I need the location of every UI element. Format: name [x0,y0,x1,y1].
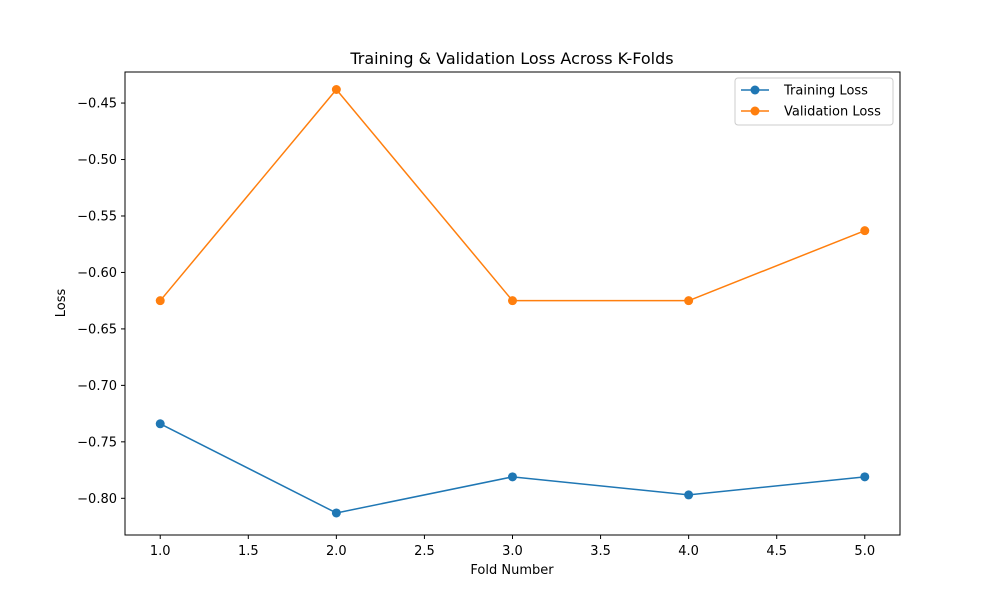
legend-box [734,77,894,126]
training-loss-legend-marker [750,85,760,95]
y-tick-label: −0.70 [77,379,117,394]
validation-loss-point [155,296,165,306]
x-tick-label: 1.5 [238,544,259,559]
validation-loss-point [331,85,341,95]
validation-loss-point [684,296,694,306]
training-loss-point [684,490,694,500]
training-loss-point [508,472,517,482]
x-tick-label: 3.5 [590,544,611,559]
validation-loss-series [155,85,870,306]
legend: Training Loss Validation Loss [734,77,894,126]
y-tick-label: −0.45 [77,97,117,112]
y-tick-label: −0.65 [77,322,117,337]
y-tick-label: −0.60 [77,266,117,281]
y-tick-label: −0.50 [77,153,117,168]
x-axis-label: Fold Number [470,563,554,578]
training-loss-point [331,508,341,518]
y-tick-label: −0.75 [77,435,117,450]
training-loss-point [860,472,870,482]
y-tick-label: −0.80 [77,492,117,507]
x-axis-ticks: 1.0 1.5 2.0 2.5 3.0 3.5 4.0 4.5 5.0 [150,535,875,559]
plot-frame [124,71,901,536]
x-tick-label: 1.0 [150,544,171,559]
training-loss-legend-label: Training Loss [783,84,868,99]
x-tick-label: 2.0 [326,544,347,559]
validation-loss-point [508,296,517,306]
training-loss-series [155,419,870,518]
x-tick-label: 2.5 [414,544,435,559]
training-loss-point [155,419,165,429]
chart-title: Training & Validation Loss Across K-Fold… [349,49,673,68]
validation-loss-legend-marker [750,106,760,116]
y-tick-label: −0.55 [77,209,117,224]
x-tick-label: 5.0 [854,544,875,559]
validation-loss-legend-label: Validation Loss [784,105,881,120]
series-layer [155,85,870,518]
x-tick-label: 4.0 [678,544,699,559]
x-tick-label: 3.0 [502,544,523,559]
x-tick-label: 4.5 [766,544,787,559]
validation-loss-point [860,226,870,236]
y-axis-label: Loss [54,289,69,318]
y-axis-ticks: −0.80 −0.75 −0.70 −0.65 −0.60 −0.55 −0.50 −0.45 [77,97,125,507]
